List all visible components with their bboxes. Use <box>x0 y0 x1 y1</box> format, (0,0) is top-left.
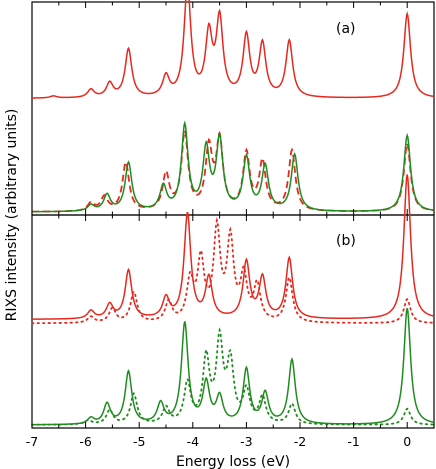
panel-a-ticks <box>31 2 435 215</box>
x-axis-label: Energy loss (eV) <box>176 454 290 469</box>
x-tick-label: -3 <box>240 434 252 449</box>
panel-a-curves <box>31 0 435 213</box>
panel-b-frame <box>31 214 435 429</box>
panel-b-label: (b) <box>336 233 356 249</box>
panel-b-red-solid-curve <box>32 174 435 320</box>
x-tick-label: -6 <box>79 434 92 449</box>
panel-a-red-solid-curve <box>31 0 435 99</box>
panel-b-curves <box>31 174 435 426</box>
panel-a-frame <box>31 1 435 216</box>
x-tick-label: -2 <box>294 434 306 449</box>
y-axis-label: RIXS intensity (arbitrary units) <box>4 109 20 322</box>
panel-a-green-solid-curve <box>32 120 435 213</box>
x-tick-label: 0 <box>403 434 411 449</box>
panel-b-green-dotted-curve <box>31 327 435 426</box>
x-tick-label: -5 <box>133 434 145 449</box>
panel-a: (a) <box>31 0 435 216</box>
panel-b-green-solid-curve <box>32 308 435 426</box>
x-tick-label: -7 <box>26 434 38 449</box>
panel-b-red-dotted-curve <box>31 216 435 325</box>
panel-b-ticks <box>31 215 435 428</box>
x-tick-labels: -7 -6 -5 -4 -3 -2 -1 0 <box>26 434 411 449</box>
x-tick-label: -1 <box>347 434 359 449</box>
panel-b: (b) <box>31 174 435 429</box>
x-tick-label: -4 <box>187 434 200 449</box>
panel-a-label: (a) <box>336 21 356 37</box>
